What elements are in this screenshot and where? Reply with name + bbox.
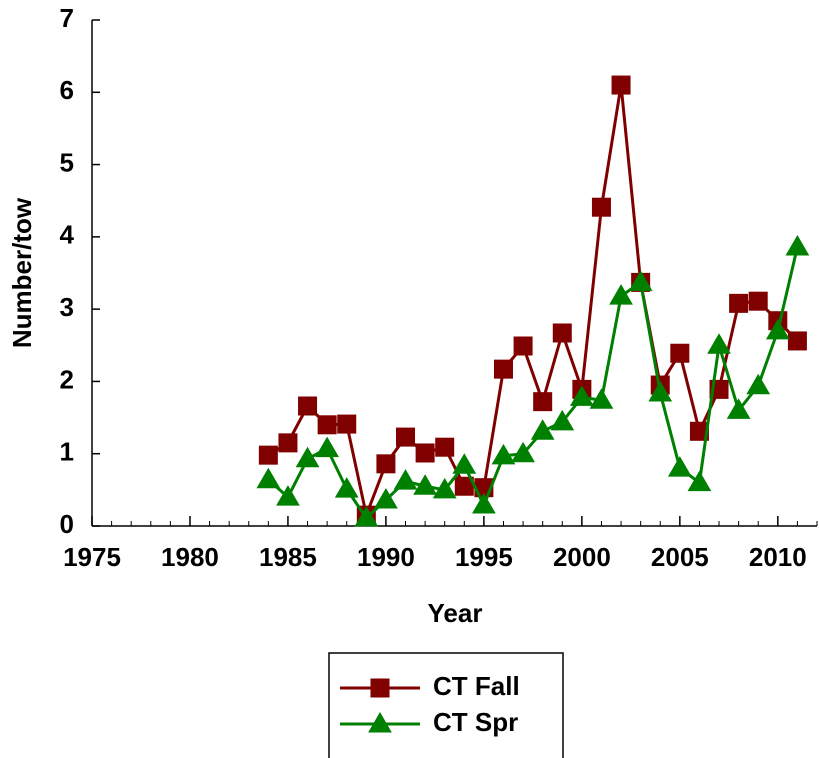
marker: [729, 293, 749, 313]
marker: [746, 373, 771, 395]
marker: [376, 454, 396, 474]
marker: [628, 270, 653, 291]
y-tick-label: 0: [60, 509, 74, 539]
x-tick-label: 1975: [63, 542, 121, 572]
marker: [315, 436, 340, 458]
marker: [726, 398, 751, 419]
marker: [589, 388, 614, 409]
marker: [295, 446, 320, 468]
y-tick-label: 3: [60, 292, 74, 322]
marker: [393, 469, 418, 490]
y-axis-label: Number/tow: [7, 197, 37, 348]
marker: [413, 474, 437, 495]
marker: [258, 445, 278, 465]
x-tick-label: 2000: [553, 542, 611, 572]
legend-box: [328, 652, 564, 758]
marker: [591, 197, 611, 217]
marker: [533, 392, 553, 412]
marker: [648, 380, 673, 402]
marker: [334, 477, 359, 498]
marker: [337, 414, 357, 434]
marker: [278, 433, 298, 453]
x-tick-label: 1990: [357, 542, 415, 572]
series-line: [267, 84, 799, 521]
marker: [667, 456, 692, 477]
marker: [472, 493, 496, 514]
x-tick-label: 2010: [749, 542, 807, 572]
marker: [432, 477, 457, 499]
y-tick-label: 1: [60, 437, 74, 467]
marker: [374, 487, 398, 509]
x-tick-label: 2005: [651, 542, 709, 572]
marker: [670, 343, 690, 363]
marker: [493, 359, 513, 379]
marker: [317, 415, 337, 435]
marker: [569, 385, 594, 406]
marker: [354, 506, 379, 527]
marker: [298, 396, 318, 416]
x-axis-label: Year: [428, 598, 483, 628]
marker: [765, 318, 790, 340]
marker: [787, 331, 807, 351]
y-tick-label: 2: [60, 364, 74, 394]
marker: [370, 678, 390, 698]
marker: [707, 333, 731, 354]
marker: [550, 409, 575, 431]
x-tick-label: 1980: [161, 542, 219, 572]
y-tick-label: 5: [60, 147, 74, 177]
x-tick-label: 1995: [455, 542, 513, 572]
marker: [396, 427, 416, 447]
marker: [611, 75, 631, 95]
marker: [513, 336, 533, 356]
legend-label: CT Spr: [433, 707, 518, 737]
marker: [435, 437, 455, 457]
y-tick-label: 6: [60, 75, 74, 105]
y-tick-label: 4: [60, 220, 75, 250]
marker: [687, 470, 712, 492]
marker: [415, 443, 435, 463]
marker: [452, 453, 477, 474]
marker: [368, 712, 392, 733]
marker: [530, 419, 555, 440]
y-tick-label: 7: [60, 3, 74, 33]
marker: [256, 467, 281, 489]
marker: [609, 284, 633, 305]
marker: [785, 234, 810, 256]
marker: [748, 291, 768, 311]
marker: [491, 443, 516, 465]
x-tick-label: 1985: [259, 542, 317, 572]
legend-label: CT Fall: [433, 671, 520, 701]
marker: [552, 323, 572, 343]
marker: [689, 421, 709, 441]
series-line: [267, 246, 799, 521]
marker: [511, 441, 535, 463]
marker: [276, 485, 300, 506]
